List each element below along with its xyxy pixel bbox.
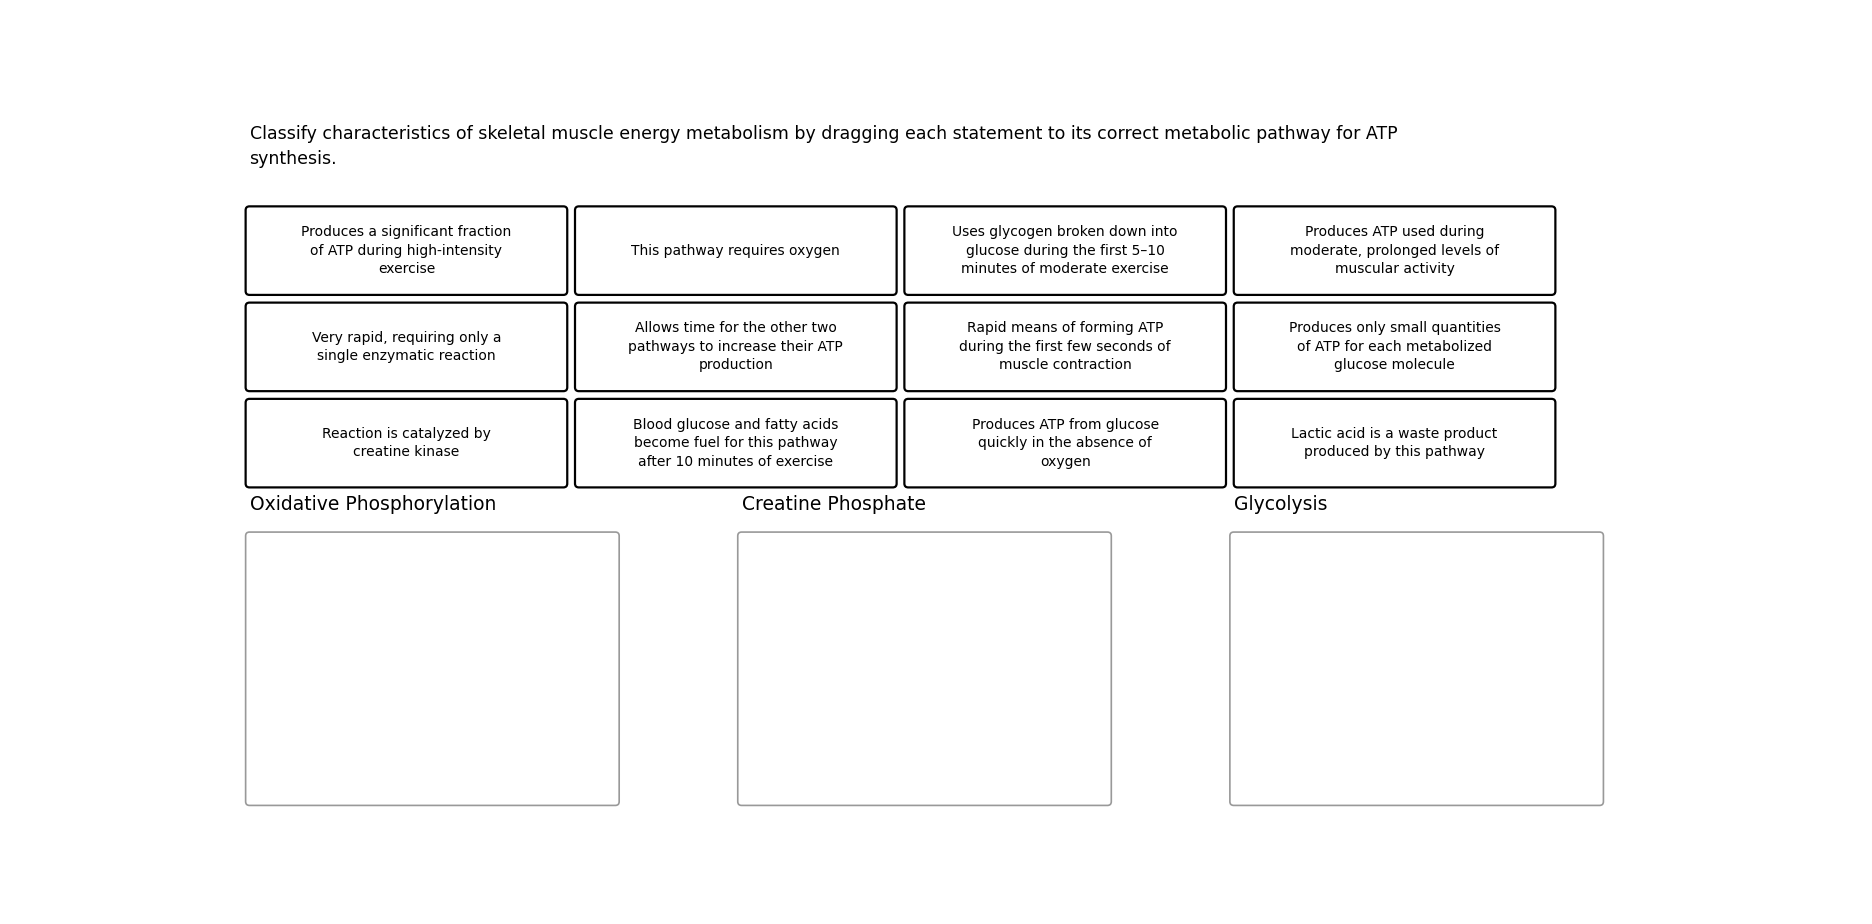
- Text: Creatine Phosphate: Creatine Phosphate: [741, 495, 925, 515]
- FancyBboxPatch shape: [1234, 399, 1556, 488]
- FancyBboxPatch shape: [245, 302, 567, 391]
- Text: Glycolysis: Glycolysis: [1234, 495, 1327, 515]
- Text: Classify characteristics of skeletal muscle energy metabolism by dragging each s: Classify characteristics of skeletal mus…: [249, 125, 1397, 168]
- FancyBboxPatch shape: [245, 206, 567, 295]
- Text: Very rapid, requiring only a
single enzymatic reaction: Very rapid, requiring only a single enzy…: [311, 331, 502, 363]
- FancyBboxPatch shape: [1234, 206, 1556, 295]
- FancyBboxPatch shape: [1234, 302, 1556, 391]
- FancyBboxPatch shape: [575, 302, 897, 391]
- Text: Rapid means of forming ATP
during the first few seconds of
muscle contraction: Rapid means of forming ATP during the fi…: [958, 322, 1172, 372]
- FancyBboxPatch shape: [575, 206, 897, 295]
- Text: Produces ATP used during
moderate, prolonged levels of
muscular activity: Produces ATP used during moderate, prolo…: [1290, 225, 1499, 276]
- FancyBboxPatch shape: [904, 206, 1226, 295]
- Text: Reaction is catalyzed by
creatine kinase: Reaction is catalyzed by creatine kinase: [322, 427, 490, 459]
- FancyBboxPatch shape: [245, 399, 567, 488]
- FancyBboxPatch shape: [904, 399, 1226, 488]
- FancyBboxPatch shape: [245, 532, 620, 806]
- Text: Produces only small quantities
of ATP for each metabolized
glucose molecule: Produces only small quantities of ATP fo…: [1288, 322, 1501, 372]
- Text: Produces a significant fraction
of ATP during high-intensity
exercise: Produces a significant fraction of ATP d…: [301, 225, 511, 276]
- Text: Lactic acid is a waste product
produced by this pathway: Lactic acid is a waste product produced …: [1292, 427, 1498, 459]
- FancyBboxPatch shape: [904, 302, 1226, 391]
- Text: Uses glycogen broken down into
glucose during the first 5–10
minutes of moderate: Uses glycogen broken down into glucose d…: [953, 225, 1177, 276]
- Text: Oxidative Phosphorylation: Oxidative Phosphorylation: [249, 495, 496, 515]
- Text: This pathway requires oxygen: This pathway requires oxygen: [631, 244, 841, 258]
- Text: Produces ATP from glucose
quickly in the absence of
oxygen: Produces ATP from glucose quickly in the…: [972, 418, 1159, 468]
- FancyBboxPatch shape: [1230, 532, 1604, 806]
- FancyBboxPatch shape: [738, 532, 1112, 806]
- FancyBboxPatch shape: [575, 399, 897, 488]
- Text: Blood glucose and fatty acids
become fuel for this pathway
after 10 minutes of e: Blood glucose and fatty acids become fue…: [633, 418, 839, 468]
- Text: Allows time for the other two
pathways to increase their ATP
production: Allows time for the other two pathways t…: [629, 322, 842, 372]
